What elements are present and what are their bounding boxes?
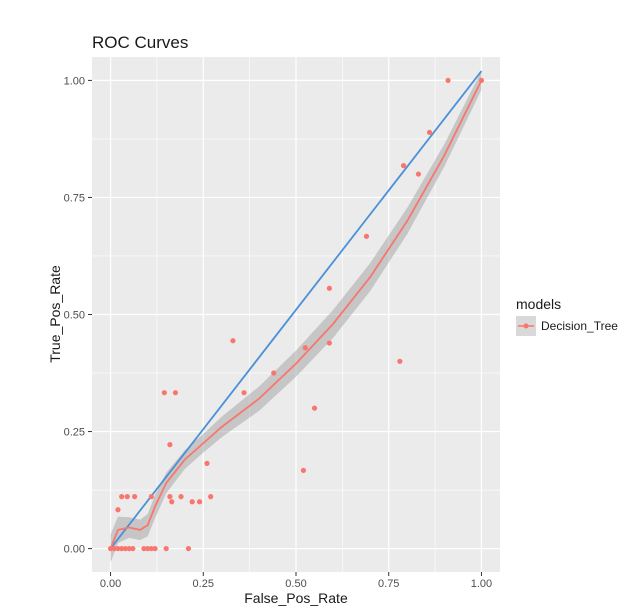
grid-major	[92, 57, 500, 572]
x-axis-ticks: 0.00 0.25 0.50 0.75 1.00	[100, 572, 492, 590]
data-point	[126, 545, 132, 552]
smooth-layer	[109, 80, 483, 549]
y-tick-label: 1.00	[64, 75, 85, 87]
data-point	[169, 499, 175, 505]
data-point	[189, 499, 195, 505]
data-point	[148, 545, 154, 552]
x-tick-label: 0.00	[100, 578, 121, 590]
points-layer	[107, 77, 485, 552]
data-point	[478, 77, 485, 84]
data-point	[145, 545, 151, 552]
data-point	[141, 545, 147, 552]
data-point	[397, 358, 403, 364]
legend-label-decision-tree: Decision_Tree	[541, 319, 618, 333]
data-point	[271, 370, 277, 376]
data-point	[363, 233, 370, 239]
data-point	[172, 390, 179, 396]
y-tick-label: 0.75	[64, 192, 85, 204]
data-point	[167, 442, 173, 448]
data-point	[115, 545, 121, 552]
y-tick-label: 0.25	[64, 427, 85, 439]
smooth-line-decision-tree	[109, 80, 483, 549]
legend: models Decision_Tree	[516, 296, 618, 336]
y-tick-label: 0.00	[64, 544, 85, 556]
data-point	[130, 545, 136, 552]
data-point	[163, 545, 169, 552]
data-point	[415, 171, 421, 177]
data-point	[300, 467, 307, 474]
data-point	[107, 545, 114, 552]
data-point	[196, 499, 203, 505]
x-tick-label: 0.75	[378, 578, 399, 590]
data-point	[326, 285, 332, 291]
diagonal-reference-line	[109, 70, 483, 550]
x-tick-label: 0.25	[193, 578, 214, 590]
data-point	[400, 163, 407, 169]
chart-title: ROC Curves	[92, 33, 188, 52]
y-axis-title: True_Pos_Rate	[47, 265, 63, 363]
x-axis-title: False_Pos_Rate	[244, 590, 348, 606]
data-point	[230, 338, 236, 344]
smooth-confidence-ribbon	[110, 71, 482, 563]
data-point	[111, 545, 117, 552]
data-point	[326, 340, 332, 346]
data-point	[311, 405, 318, 411]
data-point	[302, 345, 308, 351]
smooth-ribbon-layer	[110, 71, 482, 563]
legend-title: models	[516, 296, 561, 312]
data-point	[119, 545, 125, 552]
x-tick-label: 1.00	[471, 578, 492, 590]
data-point	[152, 545, 158, 552]
data-point	[161, 390, 167, 396]
legend-key-point	[523, 323, 529, 329]
data-point	[208, 494, 214, 500]
y-axis-ticks: 0.00 0.25 0.50 0.75 1.00	[64, 75, 92, 556]
data-point	[115, 507, 121, 513]
data-point	[185, 545, 192, 552]
data-point	[445, 77, 451, 84]
data-point	[426, 129, 433, 135]
x-tick-label: 0.50	[285, 578, 306, 590]
data-point	[241, 390, 247, 396]
data-point	[122, 545, 128, 552]
data-point	[148, 494, 154, 500]
data-point	[119, 494, 125, 500]
data-point	[204, 460, 210, 466]
data-point	[178, 494, 184, 500]
y-tick-label: 0.50	[64, 310, 85, 322]
data-point	[132, 494, 138, 500]
data-point	[167, 494, 173, 500]
data-point	[124, 494, 130, 500]
diagonal-layer	[109, 70, 483, 550]
